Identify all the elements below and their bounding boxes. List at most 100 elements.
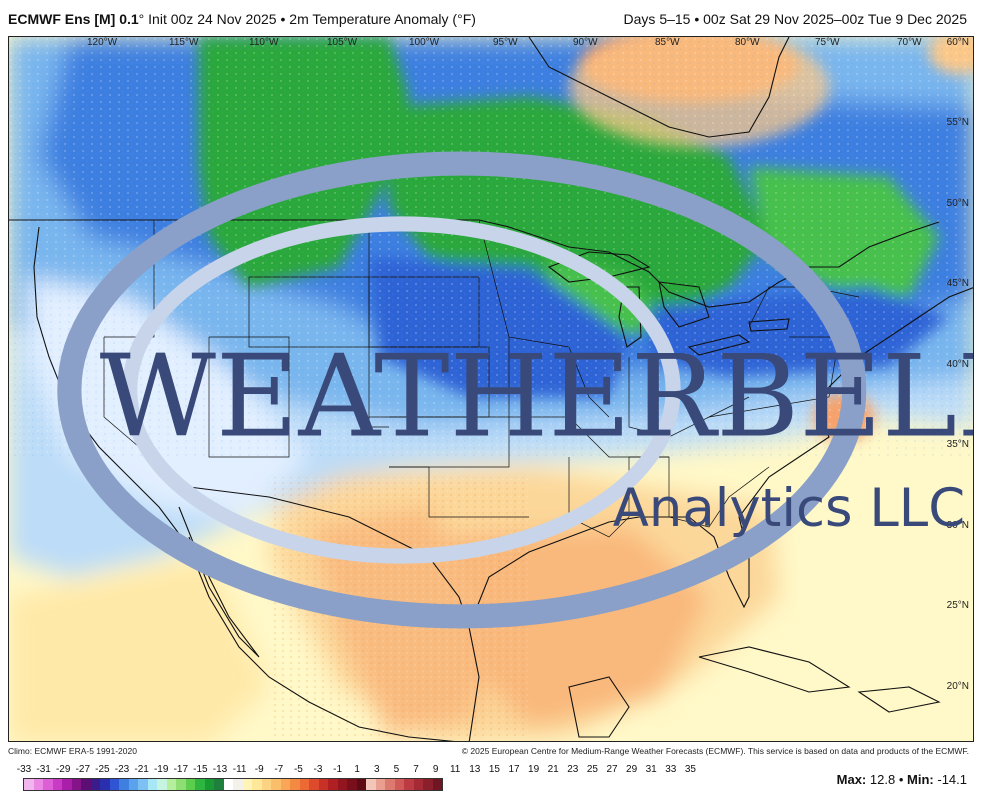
lon-label-10: 70°W [897, 37, 922, 48]
colorbar-tick-label: 17 [508, 764, 520, 775]
copyright-note: © 2025 European Centre for Medium-Range … [461, 746, 969, 756]
colorbar-swatch [413, 779, 423, 790]
border-east-1 [708, 336, 840, 418]
lake-ontario [748, 318, 790, 332]
colorbar-swatch [176, 779, 186, 790]
colorbar-swatch [318, 779, 328, 790]
header: ECMWF Ens [M] 0.1° Init 00z 24 Nov 2025 … [0, 0, 983, 36]
colorbar-swatch [337, 779, 347, 790]
min-label: Min: [907, 772, 934, 787]
colorbar-swatch [271, 779, 281, 790]
colorbar-swatch [33, 779, 43, 790]
border-south-1 [568, 457, 630, 538]
colorbar-tick-label: 31 [645, 764, 657, 775]
title-left: ECMWF Ens [M] 0.1° Init 00z 24 Nov 2025 … [8, 11, 476, 27]
colorbar-swatch [261, 779, 271, 790]
border-south-2 [629, 456, 770, 528]
colorbar-ticks: -33 -31 -29 -27 -25 -23 -21 -19 -17 -15 -13 -11 -9 -7… [14, 764, 714, 776]
lat-label-7: 25°N [946, 600, 969, 611]
border-west-3 [208, 336, 290, 458]
colorbar-swatch [157, 779, 167, 790]
degree-symbol: ° [138, 11, 145, 27]
colorbar-swatch [119, 779, 129, 790]
colorbar-tick-label: -19 [153, 764, 169, 775]
colorbar-swatch [280, 779, 290, 790]
colorbar-tick-label: 23 [567, 764, 579, 775]
colorbar-tick-label: -17 [173, 764, 189, 775]
colorbar-swatch [223, 779, 233, 790]
border-midwest-1 [478, 219, 610, 418]
colorbar-swatches [23, 778, 443, 791]
colorbar-tick-label: -27 [75, 764, 91, 775]
colorbar-swatch [299, 779, 309, 790]
colorbar-swatch [252, 779, 262, 790]
max-value: 12.8 [869, 772, 896, 787]
colorbar-swatch [71, 779, 81, 790]
min-value: -14.1 [937, 772, 967, 787]
colorbar-swatch [328, 779, 338, 790]
border-plains-4 [389, 416, 510, 468]
colorbar-tick-label: 15 [488, 764, 500, 775]
colorbar-tick-label: -25 [95, 764, 110, 775]
colorbar-swatch [109, 779, 119, 790]
us-canada-border [9, 219, 940, 308]
colorbar-tick-label: 25 [586, 764, 598, 775]
colorbar-tick-label: 7 [413, 764, 419, 775]
colorbar-swatch [366, 779, 376, 790]
colorbar-tick-label: -33 [16, 764, 32, 775]
lat-label-2: 50°N [946, 198, 969, 209]
colorbar-swatch [166, 779, 176, 790]
colorbar-tick-label: -11 [232, 764, 247, 775]
colorbar-tick-label: 1 [354, 764, 360, 775]
lon-label-8: 80°W [735, 37, 760, 48]
lake-huron [658, 281, 710, 328]
colorbar-tick-label: 21 [547, 764, 559, 775]
colorbar-tick-label: -21 [134, 764, 149, 775]
colorbar-swatch [62, 779, 72, 790]
lon-label-4: 100°W [409, 37, 440, 48]
valid-range: Days 5–15 • 00z Sat 29 Nov 2025–00z Tue … [623, 11, 967, 27]
colorbar-swatch [394, 779, 404, 790]
colorbar-tick-label: -29 [55, 764, 71, 775]
pacific-coastline [33, 226, 455, 741]
colorbar-tick-label: -23 [114, 764, 130, 775]
colorbar-tick-label: 13 [469, 764, 481, 775]
colorbar-tick-label: -9 [254, 764, 264, 775]
colorbar-swatch [147, 779, 157, 790]
anomaly-map: 120°W 115°W 110°W 105°W 100°W 95°W 90°W … [8, 36, 974, 742]
colorbar-tick-label: 29 [626, 764, 638, 775]
colorbar-swatch [432, 779, 442, 790]
us-mexico-border [188, 486, 470, 628]
colorbar-tick-label: 5 [393, 764, 400, 775]
colorbar-tick-label: -31 [36, 764, 51, 775]
lake-erie [687, 334, 751, 356]
lake-superior [547, 251, 651, 283]
colorbar-swatch [309, 779, 319, 790]
field-ocean-light [9, 557, 269, 741]
colorbar-swatch [90, 779, 100, 790]
colorbar-tick-label: -15 [193, 764, 208, 775]
colorbar-tick-label: -13 [212, 764, 228, 775]
colorbar-tick-label: 11 [449, 764, 461, 775]
colorbar-swatch [214, 779, 224, 790]
atlantic-coastline [818, 287, 973, 418]
colorbar-swatch [43, 779, 53, 790]
colorbar-swatch [128, 779, 138, 790]
border-plains-5 [389, 466, 529, 518]
colorbar-tick-label: 35 [684, 764, 696, 775]
colorbar-swatch [356, 779, 366, 790]
colorbar-swatch [375, 779, 385, 790]
lat-label-8: 20°N [946, 681, 969, 692]
init-time: Init 00z 24 Nov 2025 [148, 11, 277, 27]
colorbar-swatch [404, 779, 414, 790]
climo-note: Climo: ECMWF ERA-5 1991-2020 [8, 746, 137, 756]
colorbar-swatch [24, 779, 34, 790]
lake-michigan [618, 286, 642, 348]
colorbar-tick-label: -3 [313, 764, 323, 775]
colorbar-swatch [347, 779, 357, 790]
colorbar: -33 -31 -29 -27 -25 -23 -21 -19 -17 -15 -13 -11 -9 -7… [8, 760, 708, 804]
colorbar-tick-label: 3 [374, 764, 380, 775]
colorbar-tick-label: 27 [606, 764, 618, 775]
hispaniola [857, 686, 941, 713]
colorbar-swatch [185, 779, 195, 790]
